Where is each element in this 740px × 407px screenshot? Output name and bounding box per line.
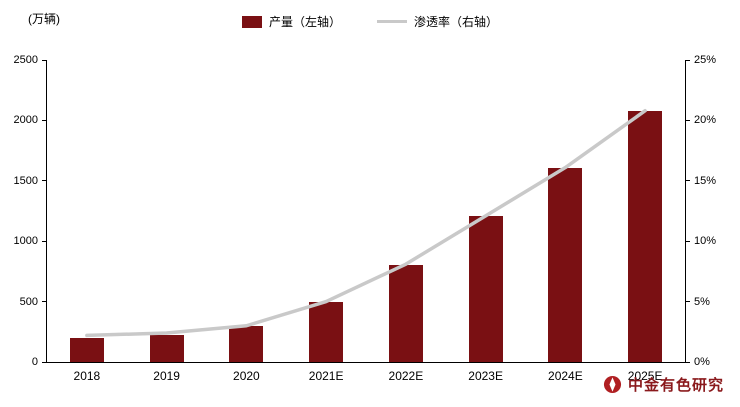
left-axis-tickmark <box>42 240 46 242</box>
left-axis-tick-label: 0 <box>31 356 38 368</box>
right-axis-tickmark <box>686 301 690 303</box>
watermark: 中金有色研究 <box>603 374 724 395</box>
bar-2025E <box>628 110 663 362</box>
bar-2023E <box>468 215 503 362</box>
right-axis-tickmark <box>686 180 690 182</box>
right-axis-tick-label: 15% <box>694 174 717 187</box>
right-axis-tick-label: 0% <box>694 356 710 368</box>
x-axis-category-label: 2021E <box>308 369 344 383</box>
bar-series-swatch-icon <box>241 15 262 28</box>
legend-label-production: 产量（左轴） <box>268 15 341 29</box>
left-axis-tick-label: 1500 <box>13 174 38 187</box>
bar-2018 <box>69 337 104 362</box>
bar-2024E <box>548 167 583 362</box>
bar-2022E <box>388 265 423 362</box>
legend-item-production: 产量（左轴） <box>241 13 341 30</box>
watermark-text: 中金有色研究 <box>627 377 724 394</box>
x-axis-category-label: 2020 <box>233 369 260 383</box>
plot-area: 0 500 1000 1500 2000 2500 0% 5% 10% 15% 20% 25% 2018… <box>14 54 717 383</box>
x-axis-category-label: 2018 <box>73 369 101 383</box>
right-axis-tick-label: 5% <box>694 295 710 308</box>
x-axis-category-label: 2025E <box>627 369 663 383</box>
legend-item-penetration: 渗透率（右轴） <box>377 13 498 30</box>
right-axis-tickmark <box>686 119 690 121</box>
left-axis-tickmark <box>42 361 46 363</box>
x-axis-category-label: 2019 <box>153 369 180 383</box>
left-axis-tickmark <box>42 180 46 182</box>
penetration-line <box>85 108 647 338</box>
left-axis-tick-label: 500 <box>19 295 38 308</box>
left-axis-tick-label: 2000 <box>13 114 38 127</box>
left-axis-tickmark <box>42 119 46 121</box>
chart-legend: 产量（左轴） 渗透率（右轴） <box>0 13 740 30</box>
x-axis-category-label: 2022E <box>388 369 424 383</box>
bar-2020 <box>229 325 264 362</box>
cicc-logo-icon <box>603 375 622 394</box>
legend-label-penetration: 渗透率（右轴） <box>414 15 499 29</box>
left-axis-tick-label: 2500 <box>13 54 38 66</box>
line-series-swatch-icon <box>377 20 407 23</box>
right-axis-tickmark <box>686 59 690 61</box>
x-axis-category-label: 2023E <box>468 369 503 383</box>
left-axis-tick-label: 1000 <box>13 235 38 248</box>
x-axis-category-label: 2024E <box>548 369 583 383</box>
right-axis-tick-label: 25% <box>694 54 717 66</box>
left-axis-tickmark <box>42 301 46 303</box>
right-axis-tickmark <box>686 361 690 363</box>
right-axis-tick-label: 10% <box>694 235 717 248</box>
left-axis-tickmark <box>42 59 46 61</box>
bar-2019 <box>149 335 184 362</box>
bar-2021E <box>309 301 344 362</box>
right-axis-tickmark <box>686 240 690 242</box>
right-axis-tick-label: 20% <box>694 114 717 127</box>
left-axis-unit-label: (万辆) <box>28 12 60 26</box>
